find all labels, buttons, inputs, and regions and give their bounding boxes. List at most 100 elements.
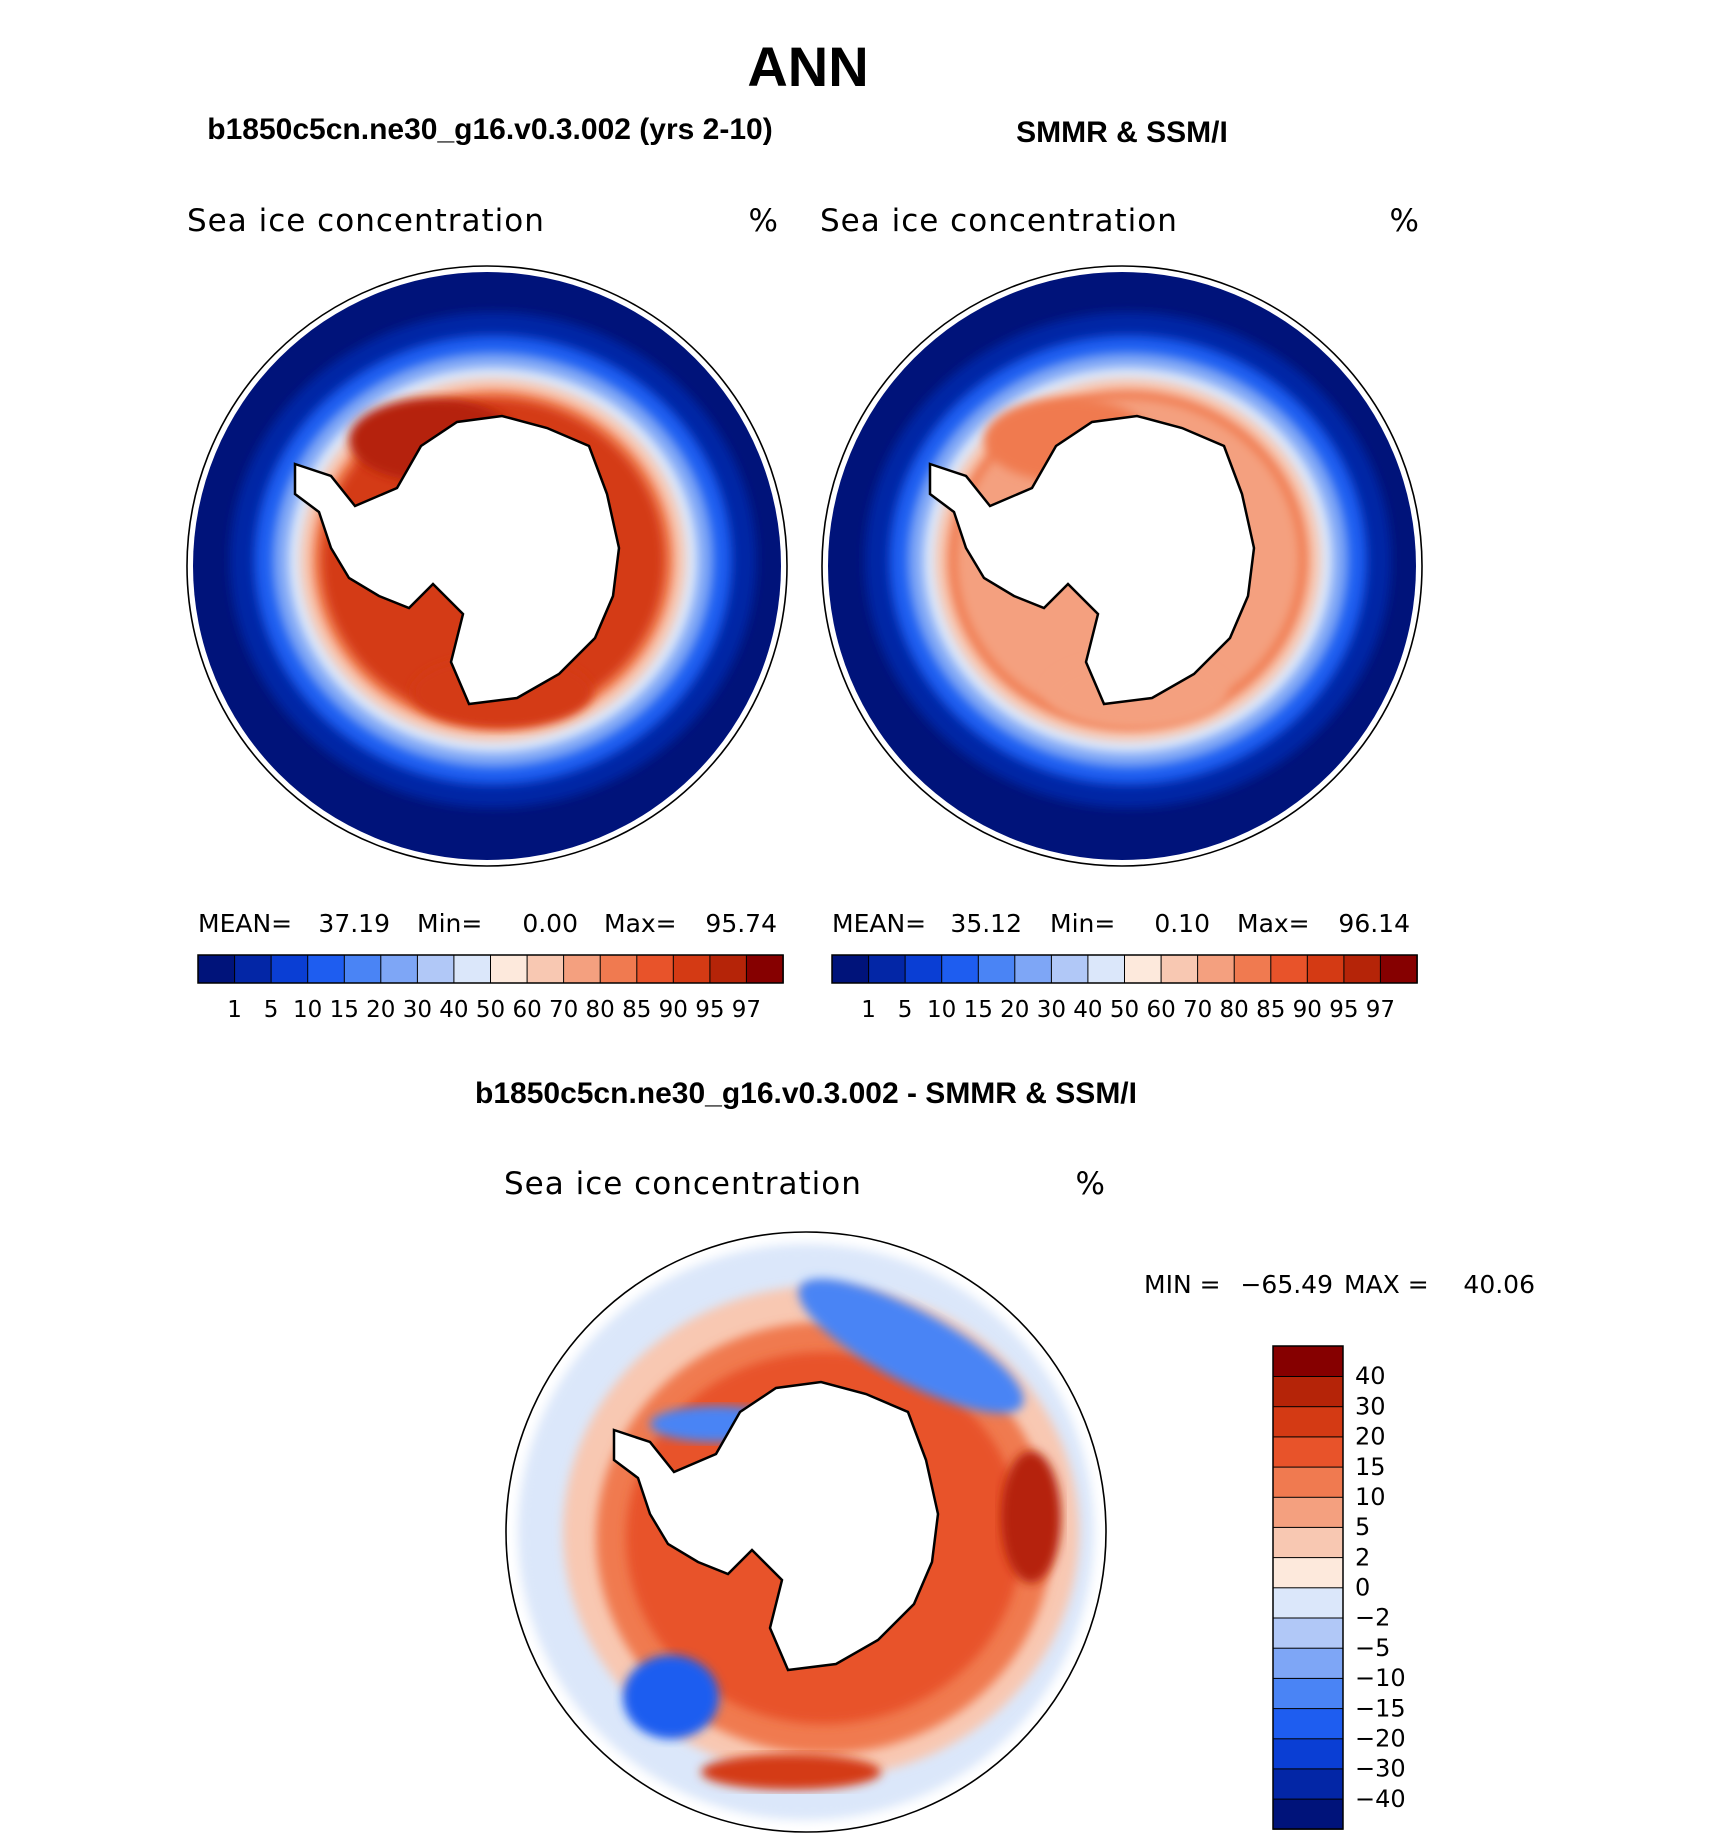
diff-variable-label: Sea ice concentration	[504, 1166, 862, 1202]
model-colorbar-tick-label: 97	[732, 997, 761, 1023]
obs-colorbar-tick-label: 20	[1000, 997, 1029, 1023]
model-colorbar-swatch	[745, 954, 784, 984]
diff-colorbar-tick-label: 5	[1355, 1513, 1370, 1541]
obs-colorbar-swatch	[977, 954, 1016, 984]
model-variable-label: Sea ice concentration	[187, 203, 545, 239]
model-panel: Sea ice concentration % MEAN= 37.19 Min=…	[186, 203, 788, 1023]
model-colorbar-tick-label: 60	[512, 997, 541, 1023]
model-max-value: 95.74	[705, 909, 777, 938]
diff-colorbar-tick-label: −20	[1355, 1724, 1406, 1752]
model-colorbar-swatch	[709, 954, 748, 984]
diff-colorbar-tick-label: 2	[1355, 1543, 1370, 1571]
diff-colorbar-tick-label: 20	[1355, 1423, 1386, 1451]
obs-colorbar-swatch	[1124, 954, 1162, 984]
model-colorbar-tick-label: 90	[659, 997, 688, 1023]
diff-colorbar-swatch	[1272, 1798, 1344, 1830]
model-colorbar-frame	[197, 954, 784, 984]
model-colorbar-tick-label: 1	[227, 997, 242, 1023]
diff-colorbar-tick-label: −40	[1355, 1785, 1406, 1813]
diff-colorbar-swatch	[1272, 1737, 1344, 1770]
model-min-value: 0.00	[522, 909, 578, 938]
obs-max-value: 96.14	[1338, 909, 1410, 938]
obs-colorbar-tick-label: 50	[1110, 997, 1139, 1023]
model-subtitle: b1850c5cn.ne30_g16.v0.3.002 (yrs 2-10)	[207, 113, 772, 146]
page-title: ANN	[747, 35, 868, 98]
diff-colorbar-tick-label: −30	[1355, 1755, 1406, 1783]
model-colorbar-tick-label: 40	[439, 997, 468, 1023]
diff-colorbar-swatch	[1272, 1375, 1344, 1408]
obs-colorbar-tick-label: 5	[898, 997, 913, 1023]
obs-colorbar-tick-label: 85	[1256, 997, 1285, 1023]
diff-continent	[612, 1380, 940, 1672]
diff-negative-patch	[798, 1278, 1024, 1414]
model-colorbar-swatch	[636, 954, 675, 984]
obs-variable-label: Sea ice concentration	[820, 203, 1178, 239]
model-colorbar: 1 5 10 15 20 30 40 50 60 70 80 85 90 95 97	[197, 954, 784, 1023]
diff-subtitle: b1850c5cn.ne30_g16.v0.3.002 - SMMR & SSM…	[475, 1077, 1137, 1110]
obs-colorbar-tick-label: 60	[1146, 997, 1175, 1023]
obs-colorbar-tick-label: 10	[927, 997, 956, 1023]
model-colorbar-tick-label: 80	[586, 997, 615, 1023]
obs-map-border	[821, 265, 1423, 867]
model-colorbar-tick-label: 85	[622, 997, 651, 1023]
diff-colorbar-tick-label: −5	[1355, 1634, 1390, 1662]
model-colorbar-tick-label: 15	[330, 997, 359, 1023]
obs-colorbar-swatch	[868, 954, 906, 984]
model-colorbar-swatch	[526, 954, 565, 984]
obs-colorbar-swatch	[1233, 954, 1272, 984]
model-colorbar-tick-label: 10	[293, 997, 322, 1023]
obs-colorbar-tick-label: 40	[1073, 997, 1102, 1023]
model-colorbar-swatch	[343, 954, 382, 984]
obs-colorbar-tick-label: 70	[1183, 997, 1212, 1023]
model-colorbar-swatch	[234, 954, 273, 984]
obs-colorbar-swatch	[1160, 954, 1199, 984]
diff-max-patch	[701, 1754, 881, 1790]
diff-min-label: MIN =	[1144, 1270, 1221, 1299]
obs-colorbar-tick-label: 80	[1220, 997, 1249, 1023]
diff-colorbar-swatch	[1272, 1526, 1344, 1559]
diff-colorbar-tick-label: 0	[1355, 1574, 1370, 1602]
model-field	[187, 266, 787, 866]
model-colorbar-swatch	[599, 954, 638, 984]
model-colorbar-swatch	[380, 954, 419, 984]
diff-colorbar-tick-label: 40	[1355, 1362, 1386, 1390]
model-colorbar-swatch	[563, 954, 601, 984]
diff-colorbar-swatch	[1272, 1617, 1344, 1649]
obs-colorbar-tick-label: 90	[1293, 997, 1322, 1023]
obs-colorbar-frame	[831, 954, 1418, 984]
model-colorbar-tick-label: 5	[264, 997, 279, 1023]
model-mean-value: 37.19	[318, 909, 390, 938]
obs-colorbar-tick-label: 97	[1366, 997, 1395, 1023]
diff-colorbar-tick-label: −15	[1355, 1694, 1406, 1722]
diff-max-value: 40.06	[1463, 1270, 1535, 1299]
obs-map	[821, 265, 1423, 867]
diff-units-label: %	[1076, 1166, 1106, 1202]
obs-colorbar-tick-label: 30	[1037, 997, 1066, 1023]
obs-colorbar-tick-label: 15	[964, 997, 993, 1023]
model-colorbar-swatch	[197, 954, 236, 984]
model-colorbar-tick-label: 30	[403, 997, 432, 1023]
obs-continent	[928, 414, 1256, 706]
diff-colorbar-tick-label: 15	[1355, 1453, 1386, 1481]
obs-max-label: Max=	[1237, 909, 1310, 938]
model-continent	[293, 414, 621, 706]
model-max-label: Max=	[604, 909, 677, 938]
model-colorbar-swatch	[270, 954, 309, 984]
diff-max-patch	[1001, 1451, 1061, 1583]
diff-colorbar-frame	[1272, 1345, 1344, 1830]
obs-field	[822, 266, 1422, 866]
obs-colorbar: 1 5 10 15 20 30 40 50 60 70 80 85 90 95 97	[831, 954, 1418, 1023]
diff-colorbar-swatch	[1272, 1436, 1344, 1468]
diff-colorbar-swatch	[1272, 1677, 1344, 1710]
diff-min-value: −65.49	[1240, 1270, 1333, 1299]
obs-panel: Sea ice concentration % MEAN= 35.12 Min=…	[820, 203, 1423, 1023]
obs-colorbar-swatch	[1014, 954, 1053, 984]
diff-colorbar-tick-label: −2	[1355, 1604, 1390, 1632]
obs-mean-label: MEAN=	[832, 909, 926, 938]
diff-max-label: MAX =	[1344, 1270, 1429, 1299]
model-colorbar-swatch	[672, 954, 711, 984]
diff-colorbar-swatch	[1272, 1345, 1344, 1377]
obs-colorbar-swatch	[904, 954, 943, 984]
obs-colorbar-swatch	[1270, 954, 1309, 984]
